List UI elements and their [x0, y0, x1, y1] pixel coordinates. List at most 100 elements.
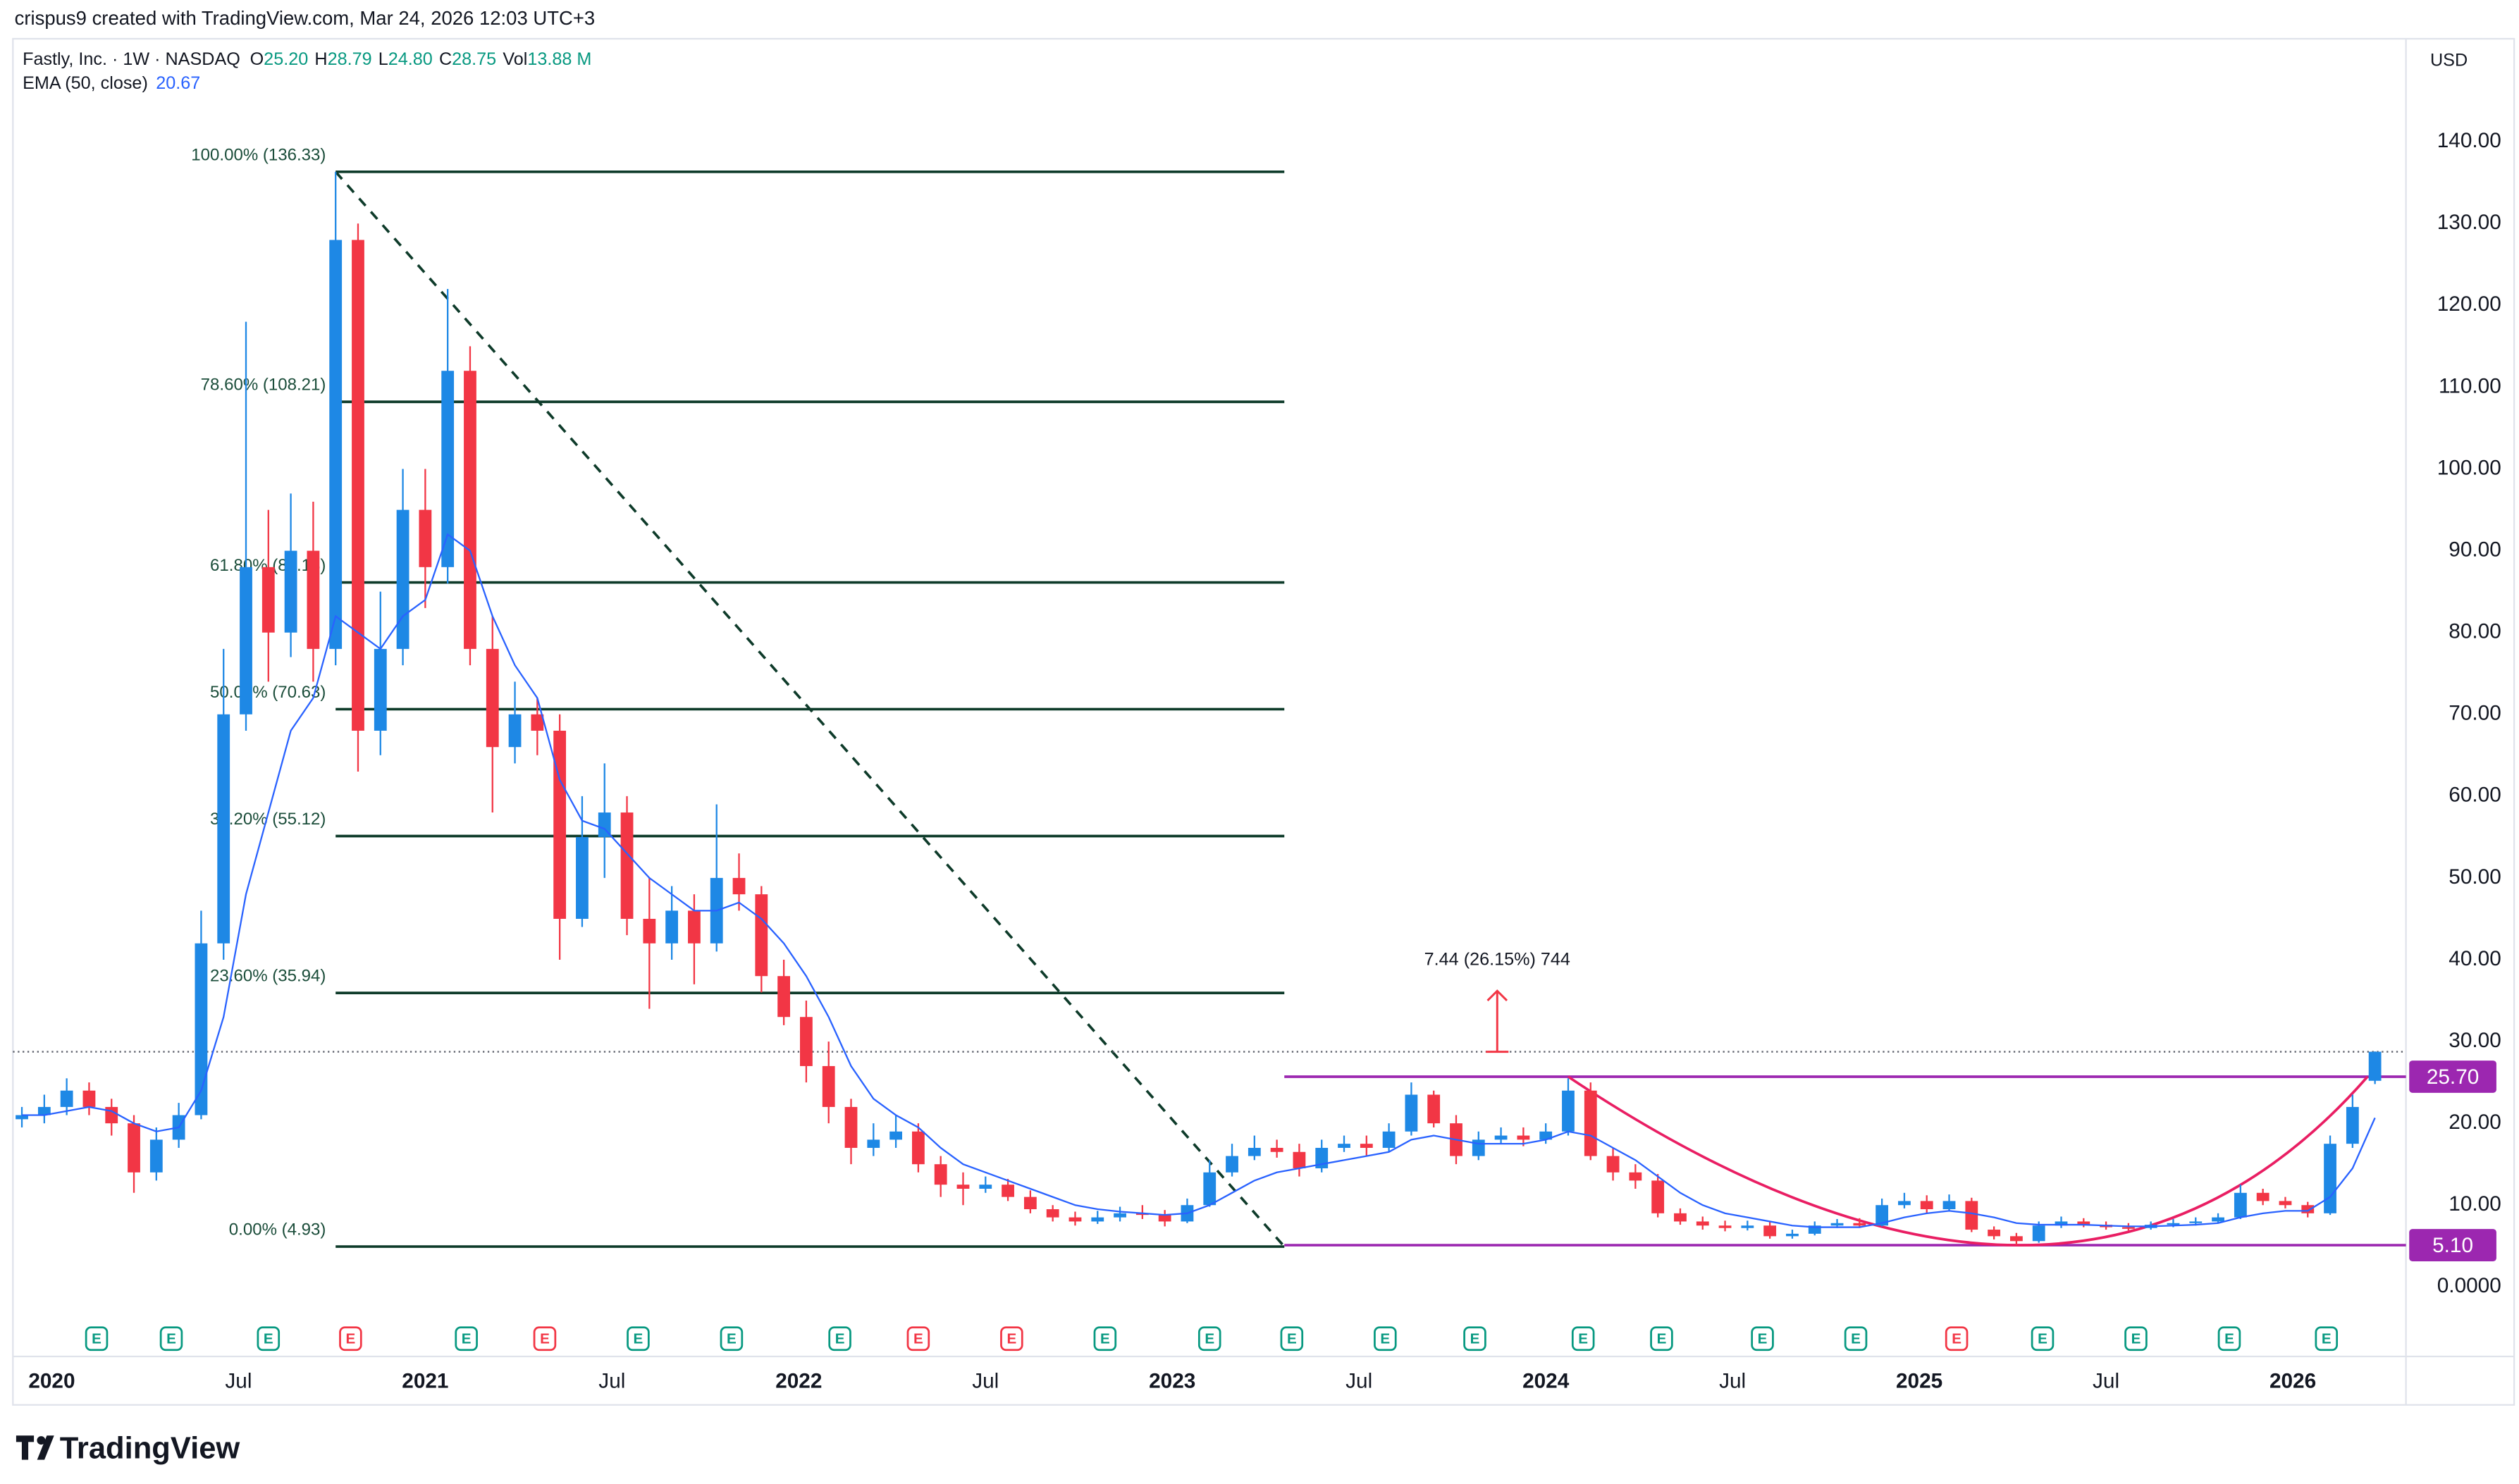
candle-body — [911, 1131, 925, 1165]
ohlcv-label: O — [250, 49, 264, 68]
measure-head — [1486, 989, 1508, 1002]
earnings-marker — [2031, 1326, 2055, 1352]
candle-body — [1360, 1144, 1373, 1148]
x-tick-label: 2021 — [402, 1369, 448, 1392]
candle-body — [755, 894, 768, 977]
candle-body — [1584, 1090, 1597, 1156]
candle-body — [1539, 1131, 1553, 1140]
candle-body — [82, 1090, 96, 1107]
fib-label: 50.00% (70.63) — [210, 683, 326, 702]
x-tick-label: 2025 — [1896, 1369, 1942, 1392]
earnings-label: E — [1100, 1330, 1110, 1347]
x-tick-label: Jul — [1345, 1369, 1372, 1392]
y-tick-label: 0.0000 — [2437, 1274, 2501, 1297]
candle-body — [2324, 1144, 2336, 1213]
candle-body — [1786, 1233, 1799, 1237]
x-tick-label: 2026 — [2269, 1369, 2316, 1392]
candle-body — [1808, 1225, 1821, 1234]
y-tick-label: 90.00 — [2449, 538, 2501, 561]
x-tick-label: 2024 — [1522, 1369, 1570, 1392]
earnings-label: E — [835, 1330, 845, 1347]
ohlcv-value: 28.79 — [328, 49, 372, 68]
candle-body — [1270, 1147, 1283, 1152]
earnings-marker — [2124, 1326, 2148, 1352]
candle-body — [1674, 1213, 1687, 1222]
earnings-label: E — [1952, 1330, 1961, 1347]
y-tick-label: 60.00 — [2449, 784, 2501, 807]
candle-body — [1338, 1144, 1350, 1148]
earnings-marker — [257, 1326, 281, 1352]
candle-body — [1830, 1223, 1844, 1226]
y-tick-label: 10.00 — [2449, 1192, 2501, 1216]
earnings-label: E — [1470, 1330, 1480, 1347]
candle-body — [1158, 1215, 1171, 1222]
ohlcv-label: H — [314, 49, 327, 68]
ohlcv-label: Vol — [503, 49, 527, 68]
candle-body — [1718, 1225, 1732, 1228]
earnings-marker — [455, 1326, 478, 1352]
y-tick-label: 140.00 — [2437, 129, 2501, 152]
x-tick-label: Jul — [225, 1369, 252, 1392]
candle-body — [1068, 1217, 1082, 1222]
credit: crispus9 created with TradingView.com, M… — [15, 7, 596, 29]
candle-body — [1293, 1151, 1306, 1168]
candle-body — [1091, 1217, 1104, 1222]
candle-body — [374, 648, 387, 731]
earnings-label: E — [1657, 1330, 1667, 1347]
currency: USD — [2430, 51, 2468, 70]
fib-trend-line — [334, 171, 1286, 1248]
earnings-marker — [1751, 1326, 1774, 1352]
candle-body — [889, 1131, 902, 1140]
x-tick-label: 2020 — [28, 1369, 75, 1392]
candle-body — [2055, 1221, 2068, 1226]
candle-body — [934, 1164, 947, 1185]
ema-line — [22, 533, 2376, 1228]
earnings-label: E — [264, 1330, 273, 1347]
candle-body — [1023, 1197, 1037, 1210]
candle-body — [307, 550, 320, 649]
y-tick-label: 20.00 — [2449, 1111, 2501, 1134]
earnings-label: E — [2131, 1330, 2141, 1347]
candle-body — [37, 1106, 51, 1115]
candle-body — [1382, 1131, 1396, 1148]
earnings-marker — [1650, 1326, 1673, 1352]
ohlcv-value: 13.88 M — [527, 49, 591, 68]
fib-label: 78.60% (108.21) — [201, 376, 326, 395]
candle-body — [60, 1090, 73, 1107]
earnings-label: E — [166, 1330, 176, 1347]
candle-body — [1651, 1180, 1665, 1213]
y-tick-label: 130.00 — [2437, 211, 2501, 234]
ohlcv-value: 28.75 — [452, 49, 496, 68]
candle-body — [105, 1106, 118, 1124]
candle-body — [1114, 1213, 1126, 1218]
candle-body — [1763, 1225, 1777, 1237]
earnings-marker — [1197, 1326, 1221, 1352]
candle-body — [822, 1065, 835, 1107]
y-tick-label: 70.00 — [2449, 702, 2501, 725]
y-tick-label: 110.00 — [2439, 374, 2501, 397]
earnings-label: E — [540, 1330, 550, 1347]
y-tick-label: 50.00 — [2449, 865, 2501, 889]
earnings-label: E — [1578, 1330, 1588, 1347]
candle-body — [1898, 1201, 1911, 1206]
candle-body — [1988, 1230, 2001, 1237]
candle-body — [844, 1106, 858, 1148]
candle-body — [1135, 1213, 1149, 1216]
earnings-label: E — [1758, 1330, 1768, 1347]
candle-body — [956, 1185, 970, 1189]
candle-body — [800, 1017, 813, 1066]
logo-text: TradingView — [60, 1431, 240, 1465]
candle-body — [1002, 1185, 1014, 1197]
candle-body — [2167, 1223, 2180, 1225]
candle-body — [576, 836, 589, 919]
price-box — [2409, 1061, 2496, 1093]
earnings-marker — [159, 1326, 183, 1352]
candle-body — [1046, 1209, 1059, 1218]
fib-label: 23.60% (35.94) — [210, 967, 326, 986]
candle-body — [867, 1139, 880, 1148]
candle-body — [1876, 1205, 1889, 1226]
earnings-label: E — [634, 1330, 643, 1347]
candle-body — [486, 648, 499, 748]
candle-body — [329, 240, 343, 649]
candle-body — [598, 812, 611, 837]
